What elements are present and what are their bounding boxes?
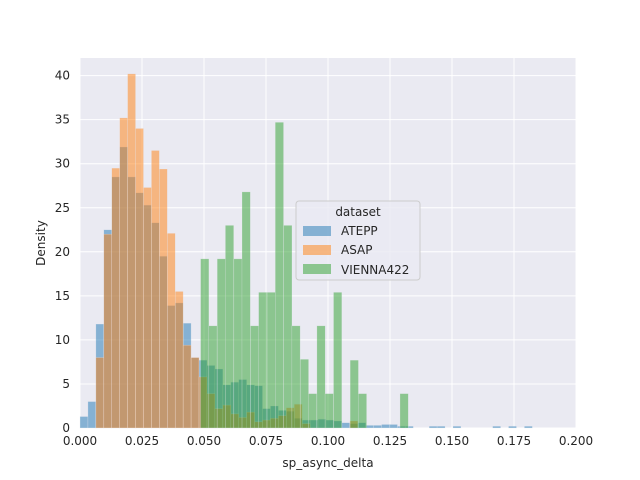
histogram-bar — [428, 425, 438, 429]
legend-swatch-vienna422 — [303, 264, 331, 274]
x-tick-label: 0.200 — [559, 434, 593, 448]
legend: dataset ATEPP ASAP VIENNA422 — [295, 200, 421, 281]
x-tick-label: 0.150 — [435, 434, 469, 448]
x-tick-label: 0.175 — [497, 434, 531, 448]
histogram-bar — [274, 122, 284, 429]
y-tick-label: 10 — [55, 333, 70, 347]
histogram-bar — [283, 225, 293, 429]
series-vienna422 — [200, 122, 409, 429]
histogram-bar — [308, 393, 318, 429]
histogram-bar — [349, 359, 359, 429]
y-tick-label: 5 — [62, 377, 70, 391]
histogram-bar — [127, 73, 136, 429]
x-tick-label: 0.125 — [373, 434, 407, 448]
y-tick-label: 40 — [55, 69, 70, 83]
histogram-bar — [190, 357, 200, 429]
legend-box — [295, 200, 421, 281]
y-tick-label: 0 — [62, 421, 70, 435]
histogram-bar — [492, 425, 501, 429]
y-tick-label: 25 — [55, 201, 70, 215]
histogram-bar — [103, 233, 112, 429]
histogram-bar — [341, 422, 351, 429]
legend-swatch-atepp — [303, 226, 331, 236]
histogram-bar — [87, 401, 97, 429]
x-tick-label: 0.050 — [187, 434, 221, 448]
histogram-bar — [174, 291, 184, 429]
histogram-bar — [95, 357, 105, 429]
x-axis-label: sp_async_delta — [282, 456, 373, 470]
histogram-bar — [216, 258, 226, 429]
histogram-bar — [159, 168, 168, 429]
x-tick-labels: 0.000 0.025 0.050 0.075 0.100 0.125 0.150 0.175… — [63, 434, 593, 448]
histogram-bar — [333, 292, 343, 429]
histogram-bar — [399, 393, 409, 429]
y-tick-label: 30 — [55, 157, 70, 171]
x-tick-label: 0.075 — [249, 434, 283, 448]
histogram-bar — [524, 425, 533, 429]
legend-label-atepp: ATEPP — [341, 224, 378, 238]
histogram-bar — [151, 150, 160, 429]
histogram-bar — [452, 425, 462, 429]
histogram-bar — [241, 191, 251, 429]
histogram-bar — [182, 344, 192, 429]
x-tick-label: 0.100 — [311, 434, 345, 448]
histogram-bar — [291, 325, 301, 429]
histogram-bar — [258, 292, 268, 429]
histogram-bar — [381, 424, 390, 429]
x-tick-label: 0.000 — [63, 434, 97, 448]
histogram-bar — [167, 233, 176, 429]
histogram-bar — [324, 393, 334, 429]
histogram-bar — [358, 393, 367, 429]
x-tick-label: 0.025 — [125, 434, 159, 448]
histogram-bar — [208, 325, 218, 429]
histogram-bar — [389, 424, 398, 429]
histogram-bar — [143, 187, 152, 429]
y-tick-label: 15 — [55, 289, 70, 303]
y-tick-label: 20 — [55, 245, 70, 259]
histogram-bar — [436, 425, 446, 429]
histogram-bar — [316, 325, 326, 429]
histogram-bar — [266, 292, 276, 429]
histogram-bar — [373, 425, 382, 429]
histogram-bar — [135, 128, 144, 429]
y-tick-label: 35 — [55, 113, 70, 127]
legend-label-vienna422: VIENNA422 — [341, 263, 409, 277]
bars-layer — [79, 73, 533, 429]
histogram-bar — [119, 117, 128, 429]
y-axis-label: Density — [34, 220, 48, 266]
histogram-bar — [508, 425, 517, 429]
histogram-bar — [300, 359, 309, 429]
y-tick-labels: 0 5 10 15 20 25 30 35 40 — [55, 69, 70, 435]
histogram-bar — [200, 258, 210, 429]
legend-title: dataset — [335, 205, 381, 219]
histogram-bar — [79, 416, 89, 429]
legend-label-asap: ASAP — [341, 243, 373, 257]
histogram-bar — [365, 425, 374, 429]
histogram-bar — [111, 167, 120, 429]
legend-swatch-asap — [303, 245, 331, 255]
histogram-bar — [250, 325, 259, 429]
histogram-bar — [233, 258, 243, 429]
histogram-bar — [225, 225, 234, 429]
